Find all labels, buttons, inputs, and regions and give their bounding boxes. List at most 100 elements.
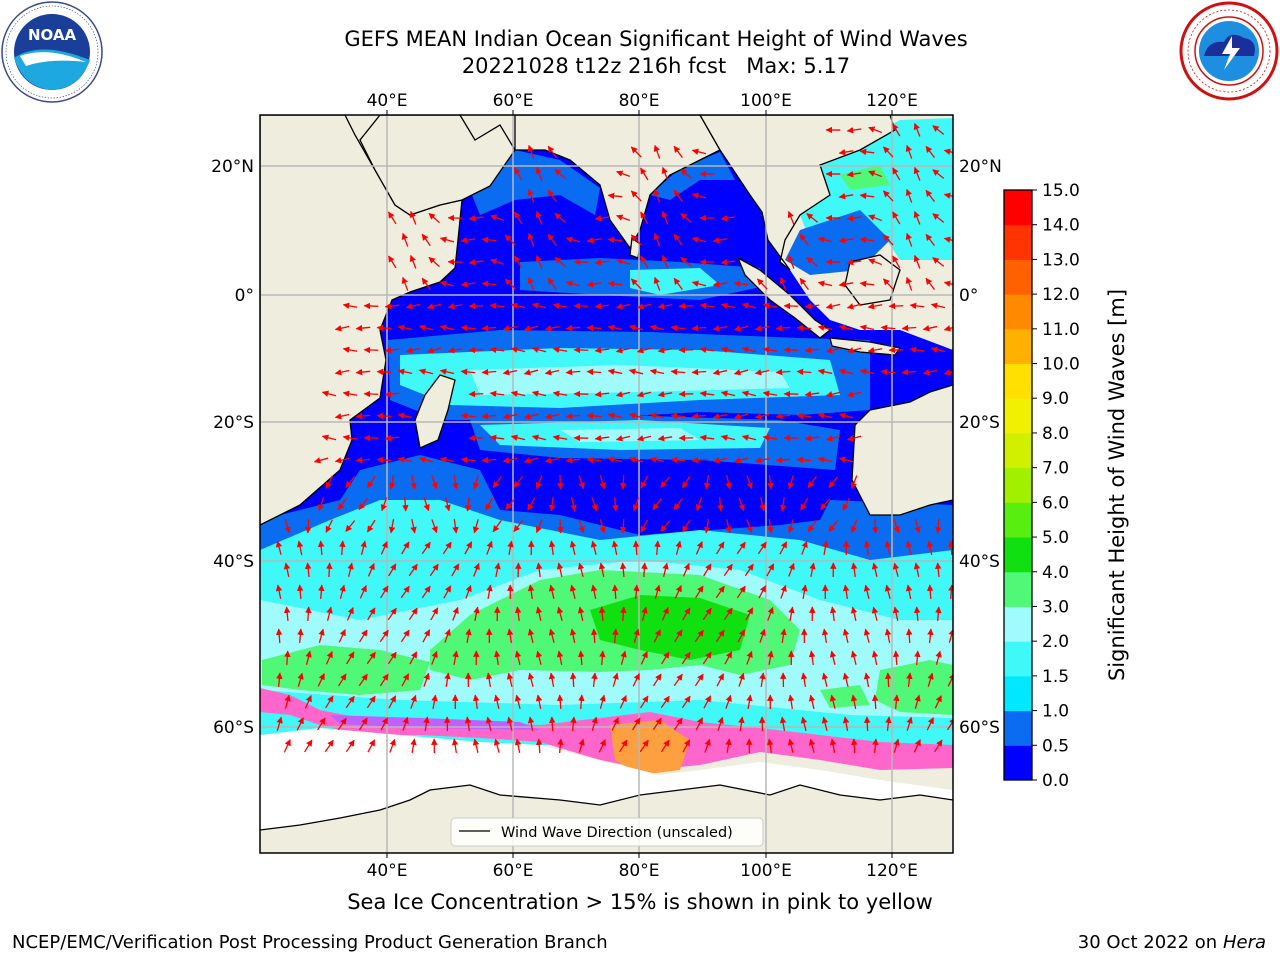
wind-arrow (871, 606, 879, 621)
wind-arrow (569, 584, 577, 599)
wind-arrow (586, 456, 602, 464)
wind-arrow (868, 170, 883, 178)
colorbar-tick-label: 15.0 (1042, 181, 1080, 201)
wind-arrow (885, 716, 892, 732)
wind-arrow (544, 413, 560, 420)
wind-arrow (846, 303, 862, 310)
wind-arrow (408, 607, 418, 621)
wind-arrow (704, 738, 711, 753)
wind-arrow (682, 475, 691, 489)
colorbar-segment (1004, 710, 1032, 746)
wind-arrow (808, 694, 816, 709)
wind-arrow (486, 584, 493, 600)
ocean-bay-of-bengal (650, 152, 735, 200)
wind-arrow (631, 717, 641, 731)
wind-arrow (630, 278, 642, 290)
wind-arrow (586, 324, 602, 332)
wind-arrow (905, 628, 913, 644)
wind-arrow (367, 562, 375, 577)
wind-arrow (616, 258, 631, 266)
wind-arrow (680, 169, 693, 179)
wind-arrow (570, 497, 577, 512)
wind-arrow (410, 738, 417, 754)
wind-arrow (590, 628, 598, 644)
wind-arrow (636, 435, 652, 442)
wind-arrow (468, 214, 484, 222)
colorbar-tick-label: 8.0 (1042, 424, 1069, 444)
wind-arrow (694, 673, 704, 687)
wind-arrow (909, 302, 925, 310)
wind-arrow (934, 562, 942, 578)
lon-labels-top: 40°E 60°E 80°E 100°E 120°E (367, 91, 918, 111)
wind-arrow (906, 672, 913, 688)
wind-arrow (796, 324, 812, 332)
wind-arrow (884, 584, 892, 599)
wind-arrow (934, 518, 942, 534)
wind-arrow (547, 189, 557, 203)
wind-arrow (276, 672, 283, 688)
wind-arrow (481, 236, 497, 244)
lon-label: 40°E (367, 91, 408, 111)
wind-arrow (712, 280, 728, 288)
wind-arrow (397, 368, 413, 375)
wind-arrow (927, 672, 934, 687)
wind-arrow (409, 210, 417, 225)
wind-arrow (510, 346, 526, 353)
wind-arrow (905, 540, 913, 555)
wind-arrow (430, 607, 439, 621)
wind-arrow (657, 347, 673, 354)
wind-arrow (934, 695, 942, 709)
wind-arrow (531, 302, 547, 309)
wind-arrow (838, 148, 854, 156)
wind-arrow (523, 369, 539, 376)
wind-arrow (925, 233, 936, 246)
wind-arrow (275, 584, 283, 599)
wind-arrow (796, 368, 812, 376)
wind-arrow (682, 739, 691, 753)
wind-arrow (872, 738, 879, 754)
wind-arrow (914, 650, 921, 666)
wind-arrow (342, 390, 358, 397)
wind-arrow (577, 606, 585, 621)
wind-arrow (527, 497, 536, 511)
wind-arrow (544, 325, 560, 332)
wind-arrow (649, 324, 665, 331)
wind-arrow (619, 739, 628, 753)
wind-arrow (943, 280, 953, 287)
wind-arrow (573, 302, 589, 310)
wind-arrow (766, 738, 774, 754)
lat-labels-right: 20°N 0° 20°S 40°S 60°S (959, 157, 1002, 738)
colorbar-segment (1004, 641, 1032, 677)
wind-arrow (653, 276, 661, 291)
wind-arrow (431, 475, 438, 490)
wind-arrow (325, 651, 333, 665)
wind-arrow (649, 412, 665, 419)
wind-arrow (691, 280, 707, 287)
wind-arrow (800, 672, 808, 688)
wind-arrow (850, 606, 858, 621)
wind-arrow (800, 497, 809, 511)
wind-arrow (947, 540, 953, 556)
wind-arrow (535, 254, 543, 269)
lat-label: 20°N (959, 157, 1002, 177)
wind-arrow (481, 368, 497, 376)
wind-arrow (661, 607, 669, 621)
lon-label: 100°E (740, 861, 792, 881)
wind-arrow (565, 368, 581, 376)
wind-arrow (460, 324, 476, 332)
wind-arrow (825, 347, 841, 354)
wind-arrow (922, 325, 938, 332)
wind-arrow (423, 716, 430, 732)
wind-arrow (913, 562, 921, 577)
lat-label: 20°S (959, 413, 1000, 433)
wind-arrow (337, 717, 347, 731)
wind-arrow (447, 258, 463, 266)
wind-arrow (578, 519, 585, 534)
wind-arrow (825, 435, 841, 442)
wind-arrow (702, 651, 712, 665)
wind-arrow (767, 606, 774, 621)
colorbar: 0.0 0.5 1.0 1.5 2.0 3.0 4.0 5.0 6.0 7.0 8.0 9.0 10.0… (1003, 181, 1080, 791)
wind-arrow (489, 434, 505, 442)
wind-arrow (838, 280, 854, 288)
south-green-mid (820, 685, 870, 708)
